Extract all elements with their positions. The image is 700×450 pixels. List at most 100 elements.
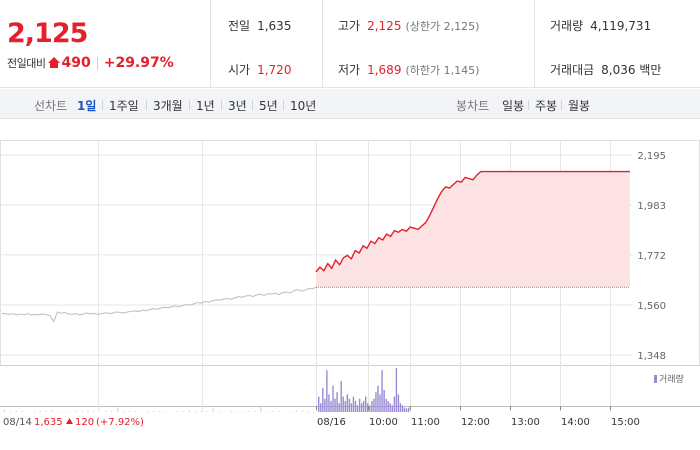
volume-bar xyxy=(164,411,166,412)
volume-bar xyxy=(236,411,238,412)
high-cell: 고가 2,125 (상한가 2,125) xyxy=(338,17,479,34)
tab-10year[interactable]: 10년 xyxy=(290,99,317,113)
tab-1week[interactable]: 1주일 xyxy=(109,99,139,113)
tab-monthly-candle[interactable]: 월봉 xyxy=(568,99,591,113)
volume-bar xyxy=(176,410,178,412)
prev-day-price-line xyxy=(1,286,317,323)
volume-bar xyxy=(352,396,355,412)
volume-bar xyxy=(266,411,268,412)
volume-bar xyxy=(342,396,344,412)
divider xyxy=(146,100,147,110)
tab-daily-candle[interactable]: 일봉 xyxy=(502,99,525,113)
prev-day-change-pct: (+7.92%) xyxy=(96,417,144,428)
volume-bar xyxy=(33,411,35,412)
up-arrow-icon xyxy=(47,57,61,69)
volume-value: 4,119,731 xyxy=(590,19,652,33)
volume-bar xyxy=(399,403,402,412)
change-row: 전일대비 490 +29.97% xyxy=(7,55,174,71)
low-label: 저가 xyxy=(338,63,361,77)
current-price-box: 2,125 전일대비 490 +29.97% xyxy=(0,0,211,88)
volume-bar xyxy=(159,411,160,412)
open-label: 시가 xyxy=(228,63,251,77)
tab-5year[interactable]: 5년 xyxy=(259,99,278,113)
volume-bar xyxy=(391,405,393,412)
today-fill xyxy=(316,171,630,288)
volume-bar xyxy=(389,403,391,412)
volume-bar xyxy=(4,409,5,412)
volume-bar xyxy=(296,410,298,412)
volume-bar xyxy=(206,411,208,412)
volume-bar xyxy=(278,411,280,412)
volume-bar xyxy=(358,398,361,412)
volume-legend-label: 거래량 xyxy=(659,373,684,385)
volume-bar xyxy=(403,407,406,412)
volume-bar xyxy=(45,411,47,412)
volume-bar xyxy=(93,411,95,412)
low-cell: 저가 1,689 (하한가 1,145) xyxy=(338,61,479,78)
prev-day-close: 1,635 xyxy=(34,417,63,428)
volume-label: 거래량 xyxy=(550,19,584,33)
divider xyxy=(221,100,222,110)
volume-bar xyxy=(182,411,184,412)
tab-weekly-candle[interactable]: 주봉 xyxy=(535,99,558,113)
open-value: 1,720 xyxy=(257,63,292,77)
volume-bar xyxy=(340,381,342,412)
volume-bar xyxy=(39,410,41,412)
volume-bar xyxy=(230,410,232,412)
volume-bar xyxy=(15,410,17,412)
volume-bar xyxy=(218,411,220,412)
prev-close-value: 1,635 xyxy=(257,19,292,33)
tab-1day[interactable]: 1일 xyxy=(77,99,97,113)
volume-bar xyxy=(397,394,400,412)
volume-bar xyxy=(326,370,328,412)
previous-day-line xyxy=(1,286,317,323)
current-price: 2,125 xyxy=(7,18,88,49)
volume-bar xyxy=(9,411,11,412)
volume-bar xyxy=(346,394,349,412)
tab-3year[interactable]: 3년 xyxy=(228,99,247,113)
volume-bar xyxy=(147,411,149,412)
today-price-line xyxy=(315,170,630,273)
volume-bar xyxy=(51,410,53,412)
volume-bar xyxy=(328,394,330,412)
volume-bar xyxy=(322,387,324,412)
tab-1year[interactable]: 1년 xyxy=(196,99,215,113)
volume-bar xyxy=(377,385,379,412)
amount-value: 8,036 백만 xyxy=(601,63,662,77)
volume-bar xyxy=(194,411,196,412)
volume-bar xyxy=(87,409,89,412)
volume-bar xyxy=(356,405,359,412)
y-tick-label: 1,560 xyxy=(637,301,666,312)
y-tick-label: 2,195 xyxy=(637,151,666,162)
prev-close-label: 전일 xyxy=(228,19,251,33)
prev-day-change: 120 xyxy=(75,417,94,428)
divider xyxy=(561,100,562,110)
divider xyxy=(283,100,284,110)
change-amount: 490 xyxy=(61,55,91,71)
volume-bar xyxy=(188,410,190,412)
volume-bar xyxy=(348,398,351,412)
divider xyxy=(534,0,535,88)
y-tick-label: 1,348 xyxy=(637,351,666,362)
volume-bar xyxy=(354,401,357,412)
tab-3month[interactable]: 3개월 xyxy=(153,99,183,113)
volume-bar xyxy=(320,403,322,412)
volume-bar xyxy=(387,401,389,412)
volume-legend-swatch xyxy=(654,375,657,383)
volume-bar xyxy=(254,411,256,412)
volume-bar xyxy=(393,396,396,412)
volume-bar xyxy=(362,401,365,412)
volume-bar xyxy=(318,396,320,412)
volume-bar xyxy=(324,398,326,412)
volume-bar xyxy=(350,403,353,412)
volume-bar xyxy=(302,410,304,412)
volume-bar xyxy=(330,401,332,412)
volume-bar xyxy=(308,411,310,412)
volume-bar xyxy=(81,411,83,412)
prev-close-cell: 전일 1,635 xyxy=(228,17,291,34)
volume-bar xyxy=(395,368,398,412)
divider xyxy=(96,56,98,70)
intraday-price-chart: 2,195 1,983 1,772 1,560 1,348 거래량 08/16 10:00… xyxy=(0,140,700,428)
lower-limit: (하한가 1,145) xyxy=(405,64,480,77)
volume-bar xyxy=(332,385,334,412)
